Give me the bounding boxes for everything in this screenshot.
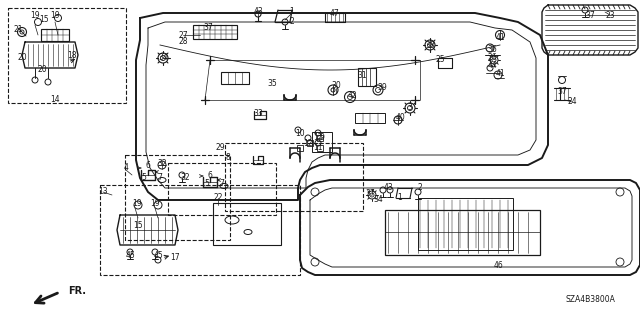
Text: 15: 15 [133, 220, 143, 229]
Text: 44: 44 [487, 61, 497, 70]
Text: 13: 13 [98, 188, 108, 197]
Text: 29: 29 [215, 144, 225, 152]
Bar [168, 163, 276, 215]
Text: 47: 47 [329, 9, 339, 18]
Text: 15: 15 [39, 16, 49, 25]
Text: 31: 31 [357, 70, 367, 79]
Bar [385, 210, 540, 255]
Text: 45: 45 [153, 250, 163, 259]
Text: 10: 10 [295, 129, 305, 137]
Bar [125, 155, 230, 240]
Text: SZA4B3800A: SZA4B3800A [565, 295, 615, 305]
Text: FR.: FR. [68, 286, 86, 296]
Text: 7: 7 [157, 174, 163, 182]
Text: 23: 23 [605, 11, 615, 19]
Text: 6: 6 [145, 160, 150, 169]
Text: 43: 43 [383, 183, 393, 192]
Bar [100, 185, 300, 275]
Text: 34: 34 [158, 54, 168, 63]
Text: 1: 1 [290, 6, 294, 16]
Text: 26: 26 [487, 54, 497, 63]
Text: 21: 21 [13, 26, 23, 34]
Text: 11: 11 [313, 144, 323, 152]
Bar [418, 198, 513, 250]
Bar [312, 132, 332, 152]
Bar [355, 113, 385, 123]
Text: 43: 43 [253, 6, 263, 16]
Text: 37: 37 [365, 189, 375, 197]
Text: 8: 8 [226, 153, 230, 162]
Text: 3: 3 [408, 103, 412, 113]
Text: 33: 33 [253, 108, 263, 117]
Text: 5: 5 [141, 174, 147, 182]
Text: 6: 6 [207, 170, 212, 180]
Text: 12: 12 [303, 138, 313, 147]
Text: 25: 25 [435, 56, 445, 64]
Text: 12: 12 [313, 133, 323, 143]
Text: 37: 37 [203, 24, 213, 33]
Text: 19: 19 [132, 198, 142, 207]
Text: 24: 24 [567, 98, 577, 107]
Text: 2: 2 [418, 183, 422, 192]
Text: 36: 36 [487, 46, 497, 55]
Bar [213, 203, 281, 245]
Text: 22: 22 [213, 194, 223, 203]
Text: 7: 7 [220, 179, 225, 188]
Text: 1: 1 [397, 194, 403, 203]
Bar [358, 68, 376, 86]
Bar [41, 29, 69, 41]
Text: 4: 4 [124, 164, 129, 173]
Text: 46: 46 [493, 261, 503, 270]
Text: 19: 19 [150, 198, 160, 207]
Text: 32: 32 [180, 174, 190, 182]
Bar [221, 72, 249, 84]
Text: 20: 20 [17, 54, 27, 63]
Text: 18: 18 [67, 50, 77, 60]
Text: 19: 19 [50, 11, 60, 19]
Bar [307, 140, 313, 146]
Text: 37: 37 [585, 11, 595, 19]
Text: 45: 45 [125, 250, 135, 259]
Text: 19: 19 [30, 11, 40, 19]
Text: 40: 40 [395, 114, 405, 122]
Text: 37: 37 [557, 87, 567, 97]
Text: 41: 41 [495, 33, 505, 42]
Text: 5: 5 [205, 179, 209, 188]
Text: 17: 17 [170, 254, 180, 263]
Bar [317, 145, 323, 151]
Text: 28: 28 [179, 38, 188, 47]
Text: 38: 38 [425, 41, 435, 49]
Bar [317, 135, 323, 141]
Text: 34: 34 [373, 196, 383, 204]
Text: 41: 41 [495, 69, 505, 78]
Text: 9: 9 [319, 133, 324, 143]
Text: 42: 42 [347, 91, 357, 100]
Bar [225, 143, 363, 211]
Text: 14: 14 [50, 95, 60, 105]
Text: 30: 30 [331, 80, 341, 90]
Text: 35: 35 [267, 78, 277, 87]
Text: 27: 27 [178, 31, 188, 40]
Text: 20: 20 [37, 65, 47, 75]
Bar [193, 25, 237, 39]
Bar [8, 8, 126, 103]
Bar [297, 145, 303, 151]
Text: 32: 32 [157, 159, 167, 167]
Text: 39: 39 [377, 84, 387, 93]
Text: 2: 2 [290, 18, 294, 26]
